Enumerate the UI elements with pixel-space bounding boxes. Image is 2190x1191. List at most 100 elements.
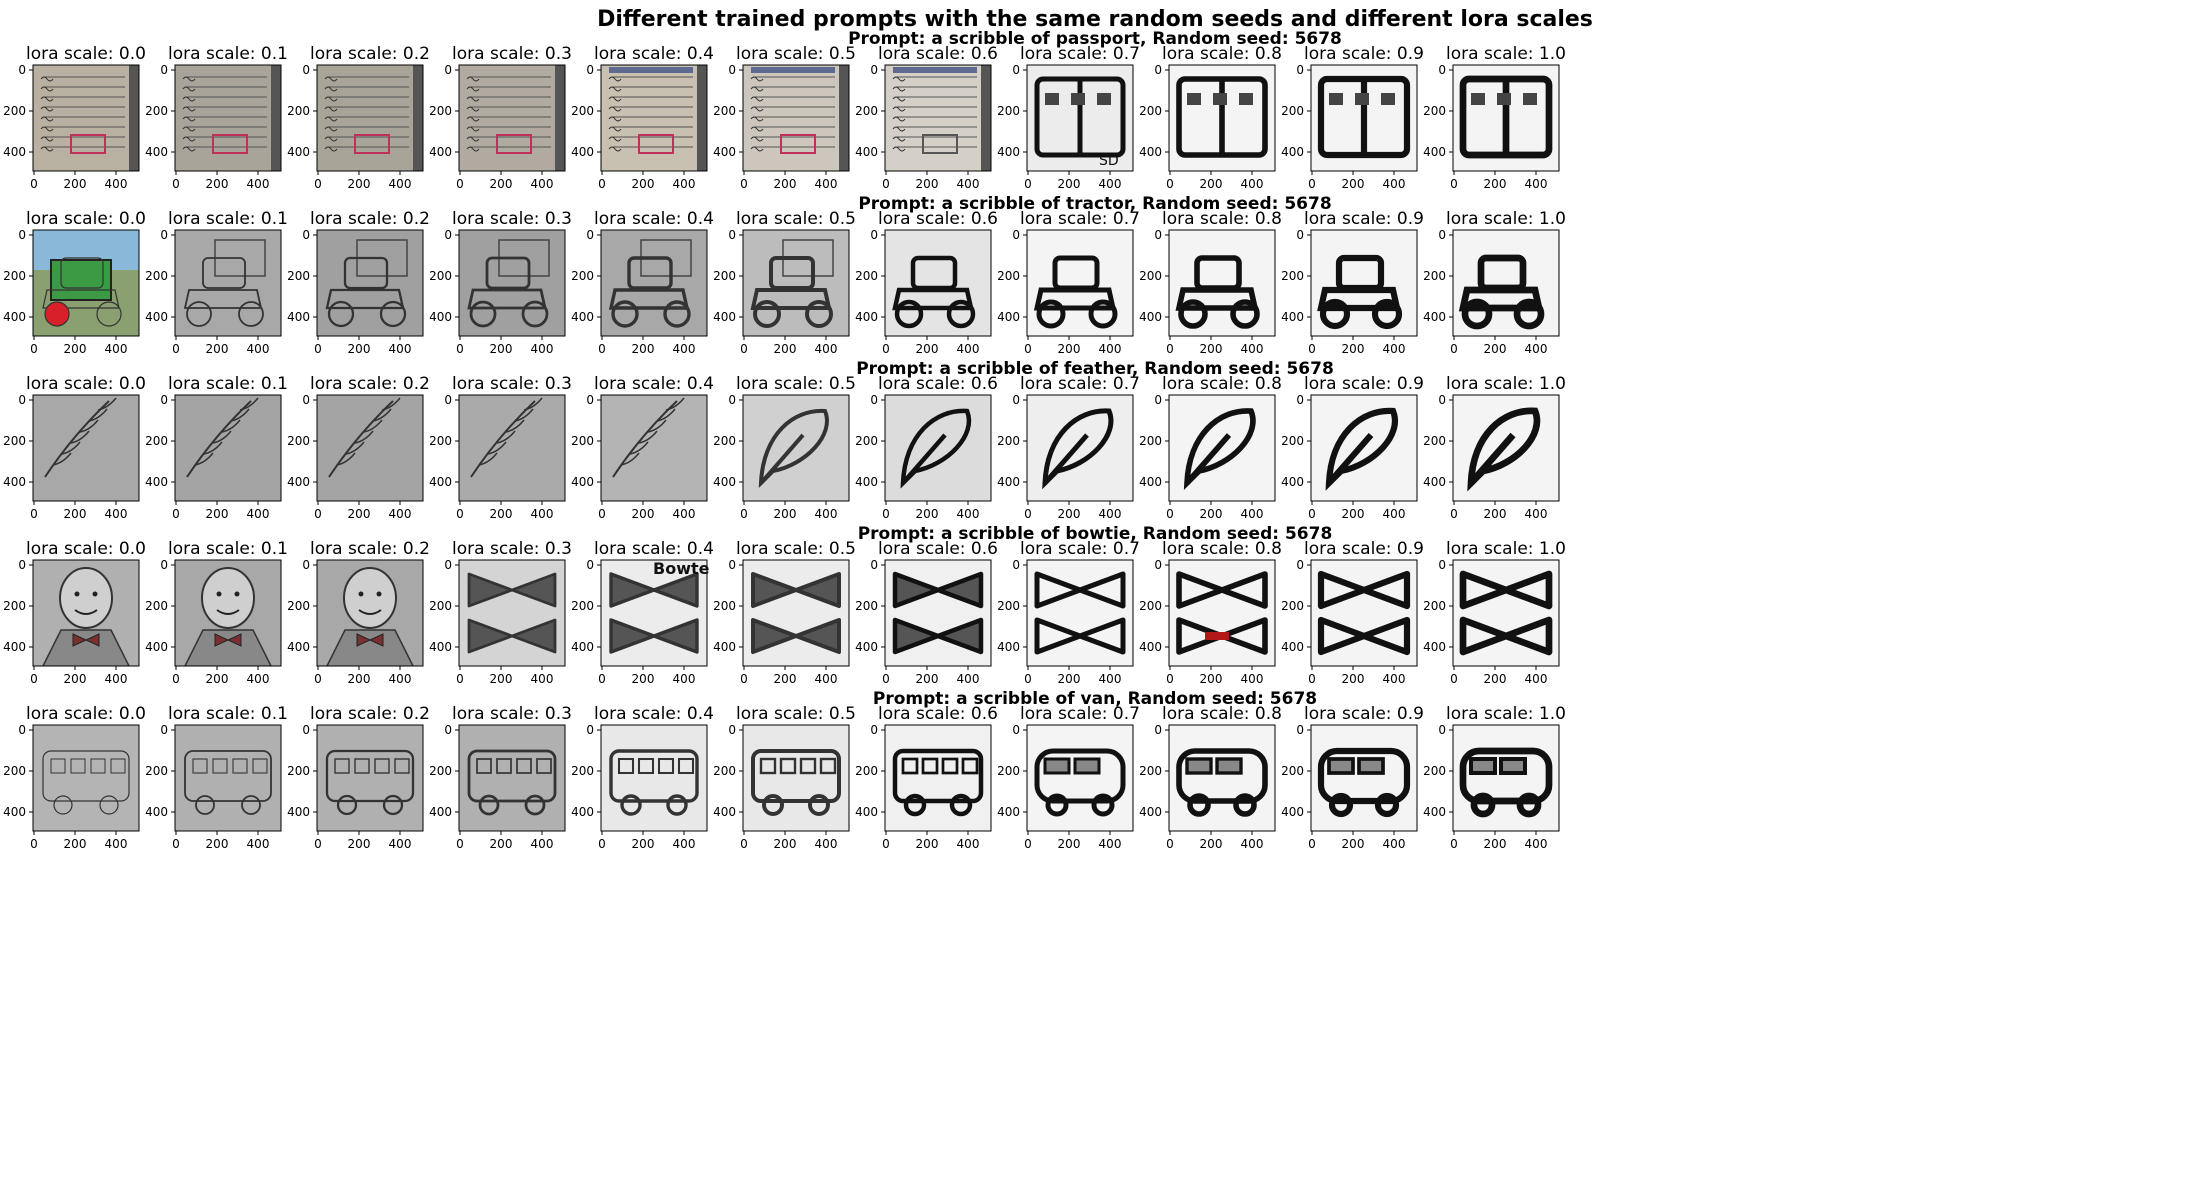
- x-tick-label: 200: [206, 177, 229, 191]
- x-tick-label: 400: [105, 507, 128, 521]
- x-tick-label: 200: [206, 672, 229, 686]
- y-tick-label: 400: [713, 145, 736, 159]
- x-tick-label: 200: [64, 177, 87, 191]
- axes-frame: [600, 394, 708, 502]
- x-tick-label: 0: [456, 837, 464, 851]
- x-tick-label: 200: [1058, 177, 1081, 191]
- axes-frame: [884, 394, 992, 502]
- generated-image: [317, 395, 423, 501]
- subplot-title: lora scale: 0.9: [1304, 44, 1424, 64]
- subplot-title: lora scale: 0.0: [26, 209, 146, 229]
- y-tick-label: 200: [855, 764, 878, 778]
- subplot-title: lora scale: 0.0: [26, 539, 146, 559]
- y-tick-label: 400: [1423, 475, 1446, 489]
- x-tick-label: 200: [1058, 507, 1081, 521]
- subplot-title: lora scale: 0.9: [1304, 374, 1424, 394]
- y-tick-label: 200: [1281, 269, 1304, 283]
- subplot-title: lora scale: 0.4: [594, 209, 714, 229]
- y-tick-label: 0: [728, 393, 736, 407]
- y-tick-label: 200: [3, 764, 26, 778]
- x-tick-label: 400: [247, 507, 270, 521]
- van-sketch: [609, 749, 699, 816]
- y-tick-label: 200: [713, 269, 736, 283]
- subplot-title: lora scale: 0.9: [1304, 209, 1424, 229]
- subplot-title: lora scale: 0.3: [452, 209, 572, 229]
- generated-image: [459, 725, 565, 831]
- y-tick-label: 400: [287, 640, 310, 654]
- y-tick-label: 400: [571, 805, 594, 819]
- axes-frame: [884, 724, 992, 832]
- y-tick-label: 0: [1154, 228, 1162, 242]
- y-tick-label: 200: [1281, 104, 1304, 118]
- y-tick-label: 200: [1423, 599, 1446, 613]
- y-tick-label: 0: [160, 558, 168, 572]
- y-tick-label: 400: [713, 640, 736, 654]
- subplot-title: lora scale: 0.8: [1162, 704, 1282, 724]
- x-tick-label: 0: [30, 177, 38, 191]
- tractor-sketch: [183, 239, 266, 327]
- x-tick-label: 200: [348, 342, 371, 356]
- x-tick-label: 0: [1450, 177, 1458, 191]
- x-tick-label: 200: [206, 837, 229, 851]
- y-tick-label: 0: [160, 393, 168, 407]
- tractor-sketch: [892, 255, 976, 329]
- y-tick-label: 0: [1012, 393, 1020, 407]
- subplot-title: lora scale: 0.4: [594, 374, 714, 394]
- y-tick-label: 400: [287, 805, 310, 819]
- y-tick-label: 400: [1281, 475, 1304, 489]
- x-tick-label: 0: [740, 672, 748, 686]
- y-tick-label: 0: [870, 558, 878, 572]
- generated-image: [885, 725, 991, 831]
- y-tick-label: 400: [429, 475, 452, 489]
- x-tick-label: 0: [172, 177, 180, 191]
- axes-frame: [742, 559, 850, 667]
- y-tick-label: 400: [3, 310, 26, 324]
- subplot-title: lora scale: 0.3: [452, 44, 572, 64]
- subplot-title: lora scale: 0.5: [736, 539, 856, 559]
- x-tick-label: 0: [314, 177, 322, 191]
- x-tick-label: 200: [1058, 342, 1081, 356]
- y-tick-label: 0: [1438, 63, 1446, 77]
- x-tick-label: 400: [247, 342, 270, 356]
- x-tick-label: 200: [774, 837, 797, 851]
- x-tick-label: 0: [740, 342, 748, 356]
- y-tick-label: 0: [1296, 558, 1304, 572]
- y-tick-label: 0: [1438, 558, 1446, 572]
- subplot-title: lora scale: 0.9: [1304, 539, 1424, 559]
- feather-sketch: [900, 408, 972, 489]
- axes-frame: [174, 229, 282, 337]
- x-tick-label: 0: [598, 837, 606, 851]
- bowtie-sketch: [326, 567, 414, 667]
- x-tick-label: 0: [882, 672, 890, 686]
- y-tick-label: 400: [855, 145, 878, 159]
- subplot-title: lora scale: 0.2: [310, 374, 430, 394]
- y-tick-label: 0: [1154, 393, 1162, 407]
- subplot-title: lora scale: 1.0: [1446, 44, 1566, 64]
- y-tick-label: 400: [145, 310, 168, 324]
- x-tick-label: 200: [490, 177, 513, 191]
- x-tick-label: 200: [1200, 342, 1223, 356]
- y-tick-label: 200: [1423, 104, 1446, 118]
- axes-frame: [316, 559, 424, 667]
- y-tick-label: 0: [728, 63, 736, 77]
- y-tick-label: 400: [287, 145, 310, 159]
- y-tick-label: 200: [287, 764, 310, 778]
- y-tick-label: 0: [18, 723, 26, 737]
- x-tick-label: 0: [1308, 837, 1316, 851]
- axes-frame: [174, 559, 282, 667]
- x-tick-label: 400: [105, 177, 128, 191]
- y-tick-label: 200: [1139, 269, 1162, 283]
- x-tick-label: 400: [389, 507, 412, 521]
- x-tick-label: 400: [815, 507, 838, 521]
- subplot-title: lora scale: 0.5: [736, 209, 856, 229]
- axes-frame: [32, 724, 140, 832]
